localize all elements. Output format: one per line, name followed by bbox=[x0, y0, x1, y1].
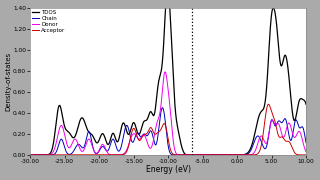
Donor bbox=[76, 143, 80, 145]
Acceptor bbox=[28, 154, 32, 156]
Donor bbox=[163, 71, 167, 73]
Chain bbox=[299, 126, 303, 129]
TDOS bbox=[28, 154, 32, 156]
Chain bbox=[60, 138, 64, 140]
TDOS bbox=[134, 127, 138, 129]
Chain bbox=[146, 134, 150, 136]
TDOS bbox=[60, 111, 64, 113]
Donor bbox=[28, 154, 32, 156]
Chain bbox=[28, 154, 32, 156]
TDOS bbox=[76, 126, 80, 128]
X-axis label: Energy (eV): Energy (eV) bbox=[146, 165, 191, 174]
Chain bbox=[134, 133, 138, 136]
Acceptor bbox=[269, 109, 273, 111]
Line: Chain: Chain bbox=[30, 108, 306, 155]
Donor bbox=[208, 154, 212, 156]
Donor bbox=[134, 135, 138, 137]
TDOS bbox=[304, 103, 308, 105]
TDOS bbox=[269, 17, 273, 19]
Donor bbox=[146, 143, 150, 146]
Acceptor bbox=[134, 132, 138, 134]
Donor bbox=[299, 133, 303, 135]
Chain bbox=[198, 154, 202, 156]
Line: Donor: Donor bbox=[30, 72, 306, 155]
Acceptor bbox=[267, 103, 270, 105]
Acceptor bbox=[146, 131, 150, 133]
Chain bbox=[76, 143, 80, 145]
Legend: TDOS, Chain, Donor, Acceptor: TDOS, Chain, Donor, Acceptor bbox=[32, 9, 66, 34]
TDOS bbox=[299, 98, 303, 100]
Acceptor bbox=[76, 154, 80, 156]
Chain bbox=[161, 107, 164, 109]
Line: TDOS: TDOS bbox=[30, 0, 306, 155]
Donor bbox=[304, 151, 308, 153]
TDOS bbox=[146, 116, 150, 119]
Y-axis label: Density-of-states: Density-of-states bbox=[5, 52, 12, 111]
Acceptor bbox=[304, 154, 308, 156]
Donor bbox=[60, 125, 64, 127]
Donor bbox=[269, 121, 273, 123]
TDOS bbox=[207, 154, 211, 156]
Acceptor bbox=[60, 154, 64, 156]
Line: Acceptor: Acceptor bbox=[30, 104, 306, 155]
Chain bbox=[269, 120, 273, 122]
Chain bbox=[304, 142, 308, 144]
Acceptor bbox=[299, 154, 303, 156]
